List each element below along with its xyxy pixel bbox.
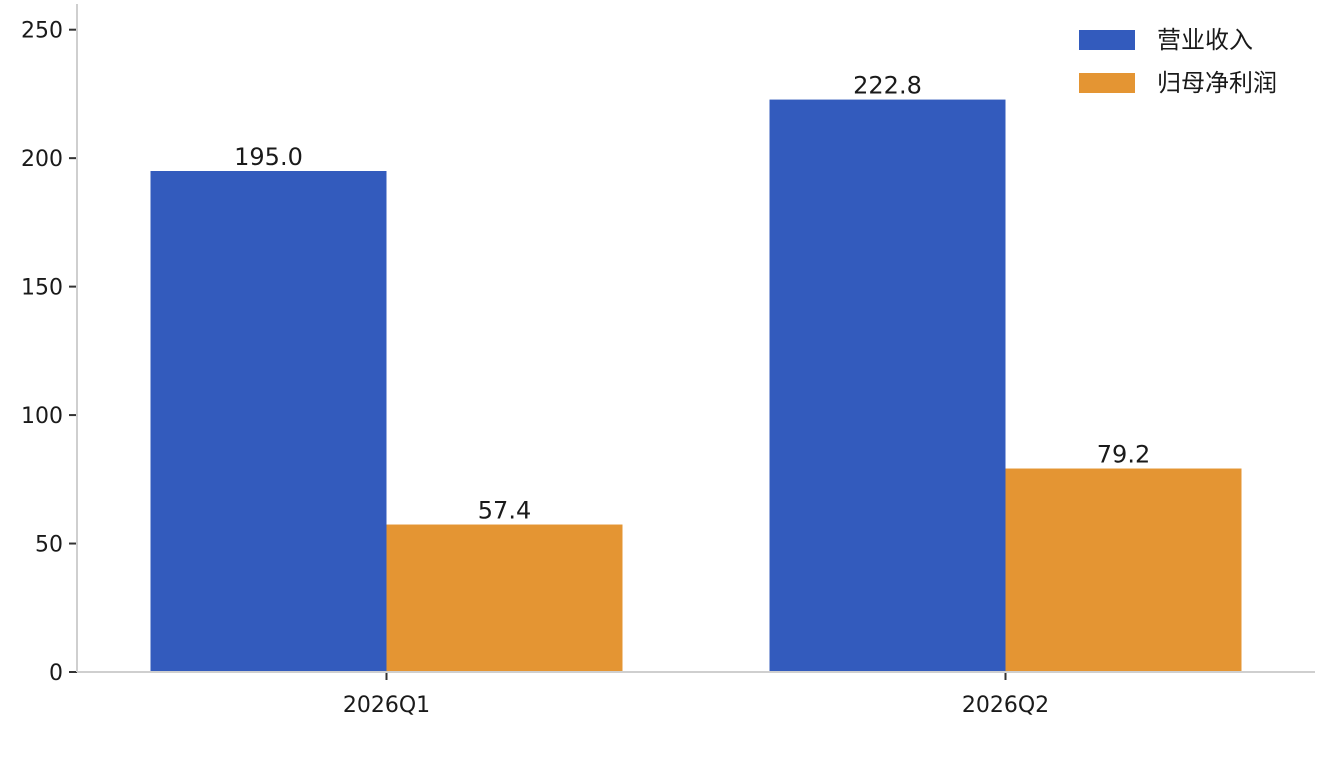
y-axis-ticks: 0 50 100 150 200 250 bbox=[21, 19, 77, 686]
legend-label: 营业收入 bbox=[1157, 26, 1253, 54]
x-axis-ticks: 2026Q1 2026Q2 bbox=[343, 672, 1049, 718]
bar bbox=[1005, 468, 1242, 672]
y-tick-label: 200 bbox=[21, 147, 63, 172]
y-tick-label: 50 bbox=[35, 533, 63, 558]
legend-swatch bbox=[1079, 73, 1135, 93]
data-label: 222.8 bbox=[853, 72, 922, 100]
y-tick-label: 0 bbox=[49, 661, 63, 686]
y-tick-label: 250 bbox=[21, 19, 63, 44]
x-tick-label: 2026Q1 bbox=[343, 693, 430, 718]
data-label: 79.2 bbox=[1097, 441, 1150, 469]
legend-label: 归母净利润 bbox=[1157, 69, 1277, 97]
x-tick-label: 2026Q2 bbox=[962, 693, 1049, 718]
bar bbox=[769, 99, 1006, 673]
bar bbox=[386, 524, 623, 672]
bars bbox=[150, 99, 1242, 673]
data-labels: 195.0 222.8 57.4 79.2 bbox=[234, 72, 1150, 525]
data-label: 195.0 bbox=[234, 143, 303, 171]
data-label: 57.4 bbox=[478, 497, 531, 525]
bar bbox=[150, 171, 387, 672]
y-tick-label: 100 bbox=[21, 404, 63, 429]
y-tick-label: 150 bbox=[21, 276, 63, 301]
legend-swatch bbox=[1079, 30, 1135, 50]
